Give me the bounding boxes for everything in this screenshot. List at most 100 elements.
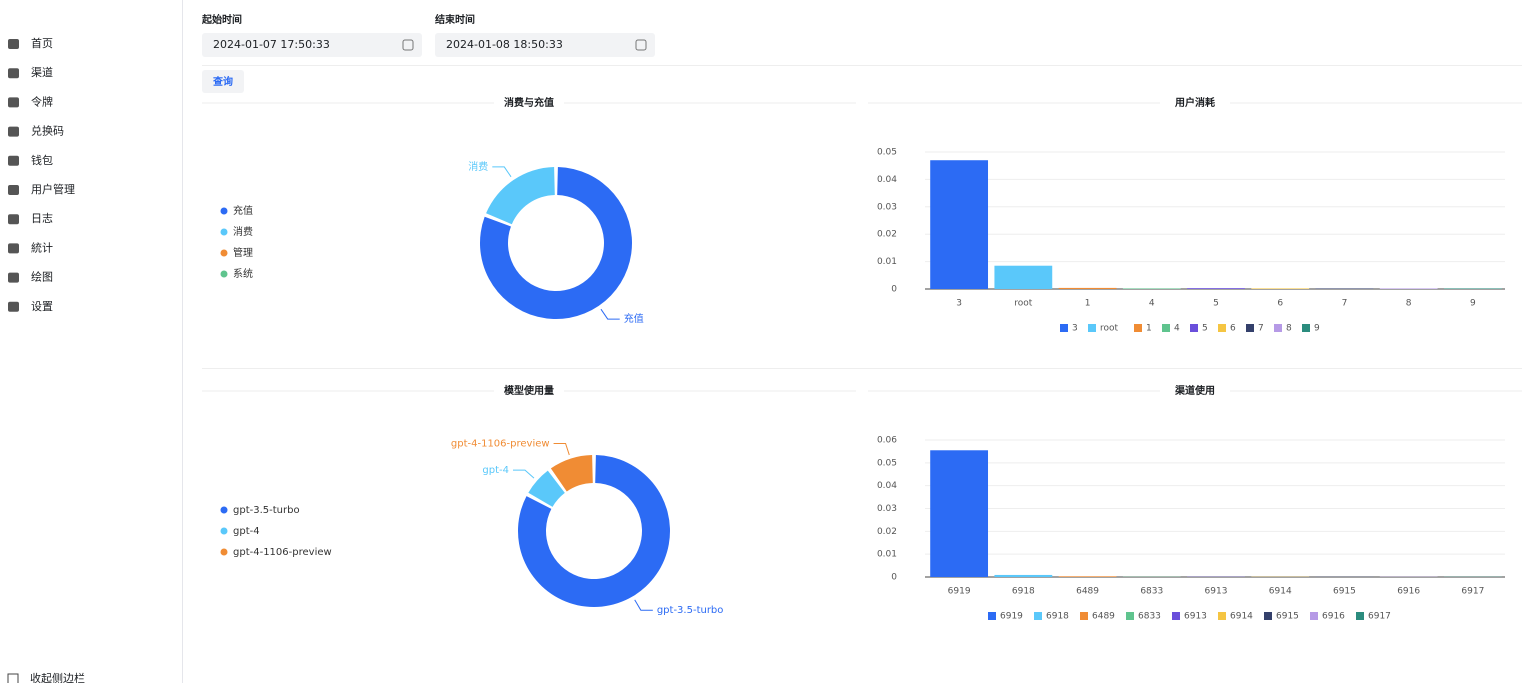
y-tick-label: 0.03 bbox=[877, 504, 897, 514]
legend-label[interactable]: 系统 bbox=[233, 267, 253, 280]
menu-icon bbox=[8, 126, 19, 137]
y-tick-label: 0.02 bbox=[877, 230, 897, 240]
menu-icon bbox=[8, 185, 19, 195]
legend-marker bbox=[220, 527, 228, 535]
legend-label[interactable]: 3 bbox=[1072, 324, 1078, 334]
legend-label[interactable]: 6918 bbox=[1046, 612, 1069, 622]
end-value: 2024-01-08 18:50:33 bbox=[446, 38, 563, 51]
menu-item[interactable]: 首页 bbox=[31, 36, 53, 50]
legend-label[interactable]: 8 bbox=[1286, 324, 1292, 334]
legend-label[interactable]: 9 bbox=[1314, 324, 1320, 334]
slice-label: gpt-3.5-turbo bbox=[657, 605, 724, 616]
end-input[interactable] bbox=[435, 33, 655, 57]
y-tick-label: 0 bbox=[891, 285, 897, 295]
x-tick-label: 7 bbox=[1342, 299, 1348, 309]
legend-label[interactable]: 6915 bbox=[1276, 612, 1299, 622]
legend-marker bbox=[1080, 612, 1088, 620]
title-bg bbox=[1160, 96, 1230, 110]
calendar-icon[interactable] bbox=[402, 39, 414, 51]
legend-marker bbox=[220, 548, 228, 556]
menu-icon bbox=[8, 68, 19, 79]
legend-marker bbox=[988, 612, 996, 620]
leader-line bbox=[553, 443, 570, 456]
slice-label: gpt-4 bbox=[482, 465, 509, 476]
menu-item[interactable]: 用户管理 bbox=[31, 182, 75, 196]
menu-icon bbox=[8, 272, 19, 283]
bar bbox=[1058, 287, 1117, 289]
leader-line bbox=[600, 308, 620, 320]
y-tick-label: 0.03 bbox=[877, 202, 897, 212]
legend-label[interactable]: 6833 bbox=[1138, 612, 1161, 622]
legend-label[interactable]: 6489 bbox=[1092, 612, 1115, 622]
collapse-button[interactable]: 收起侧边栏 bbox=[30, 671, 85, 683]
start-value: 2024-01-07 17:50:33 bbox=[213, 38, 330, 51]
query-button[interactable] bbox=[202, 70, 244, 93]
menu-item[interactable]: 令牌 bbox=[31, 94, 53, 108]
title-bg bbox=[494, 384, 564, 398]
menu-item[interactable]: 兑换码 bbox=[31, 124, 64, 138]
calendar-icon[interactable] bbox=[635, 39, 647, 51]
legend-label[interactable]: 6916 bbox=[1322, 612, 1345, 622]
slice-label: gpt-4-1106-preview bbox=[451, 439, 550, 450]
legend-label[interactable]: 6914 bbox=[1230, 612, 1253, 622]
legend-marker bbox=[1088, 324, 1096, 332]
bar bbox=[1187, 288, 1245, 289]
legend-label[interactable]: gpt-3.5-turbo bbox=[233, 505, 300, 516]
leader-line bbox=[512, 469, 535, 479]
start-label: 起始时间 bbox=[201, 13, 242, 26]
legend-marker bbox=[1274, 324, 1282, 332]
x-tick-label: 3 bbox=[956, 299, 962, 309]
pie-slice bbox=[528, 470, 565, 507]
x-tick-label: 6919 bbox=[948, 587, 971, 597]
legend-label[interactable]: 7 bbox=[1258, 324, 1264, 334]
bar bbox=[994, 574, 1053, 577]
chart-title: 渠道使用 bbox=[1174, 384, 1215, 397]
legend-label[interactable]: gpt-4 bbox=[233, 526, 260, 537]
x-tick-label: 6915 bbox=[1333, 587, 1356, 597]
legend-marker bbox=[220, 207, 228, 215]
x-tick-label: 4 bbox=[1149, 299, 1155, 309]
legend-marker bbox=[1034, 612, 1042, 620]
bar bbox=[1315, 288, 1374, 289]
chart-title: 消费与充值 bbox=[504, 96, 554, 109]
x-tick-label: 6489 bbox=[1076, 587, 1099, 597]
menu-icon bbox=[8, 155, 19, 166]
menu-item[interactable]: 渠道 bbox=[31, 65, 53, 79]
menu-item[interactable]: 钱包 bbox=[31, 153, 53, 167]
x-tick-label: 6918 bbox=[1012, 587, 1035, 597]
menu-icon bbox=[8, 97, 19, 108]
leader-line bbox=[634, 599, 653, 611]
x-tick-label: 1 bbox=[1085, 299, 1091, 309]
legend-label[interactable]: 充值 bbox=[233, 204, 253, 217]
menu-item[interactable]: 设置 bbox=[31, 300, 53, 313]
menu-item[interactable]: 绘图 bbox=[31, 270, 53, 284]
x-tick-label: 6917 bbox=[1461, 587, 1484, 597]
bar bbox=[930, 160, 989, 289]
legend-label[interactable]: 5 bbox=[1202, 324, 1208, 334]
title-bg bbox=[1160, 384, 1230, 398]
legend-label[interactable]: 6917 bbox=[1368, 612, 1391, 622]
bar bbox=[994, 265, 1053, 289]
x-tick-label: root bbox=[1014, 299, 1033, 309]
bar bbox=[1379, 288, 1438, 289]
x-tick-label: 6916 bbox=[1397, 587, 1420, 597]
legend-label[interactable]: 消费 bbox=[233, 225, 253, 238]
legend-label[interactable]: 6919 bbox=[1000, 612, 1023, 622]
legend-marker bbox=[1218, 612, 1226, 620]
legend-label[interactable]: gpt-4-1106-preview bbox=[233, 547, 332, 558]
start-input[interactable] bbox=[202, 33, 422, 57]
legend-label[interactable]: 6 bbox=[1230, 324, 1236, 334]
legend-label[interactable]: 管理 bbox=[233, 246, 253, 259]
menu-item[interactable]: 日志 bbox=[31, 212, 53, 225]
pie-slice bbox=[550, 455, 593, 492]
slice-label: 消费 bbox=[468, 160, 488, 173]
y-tick-label: 0.06 bbox=[877, 436, 897, 446]
menu-item[interactable]: 統计 bbox=[31, 240, 53, 254]
legend-label[interactable]: root bbox=[1100, 324, 1119, 334]
legend-marker bbox=[1264, 612, 1272, 620]
legend-label[interactable]: 1 bbox=[1146, 324, 1152, 334]
collapse-icon[interactable] bbox=[7, 673, 19, 683]
bar bbox=[1251, 288, 1310, 289]
legend-label[interactable]: 4 bbox=[1174, 324, 1180, 334]
legend-label[interactable]: 6913 bbox=[1184, 612, 1207, 622]
